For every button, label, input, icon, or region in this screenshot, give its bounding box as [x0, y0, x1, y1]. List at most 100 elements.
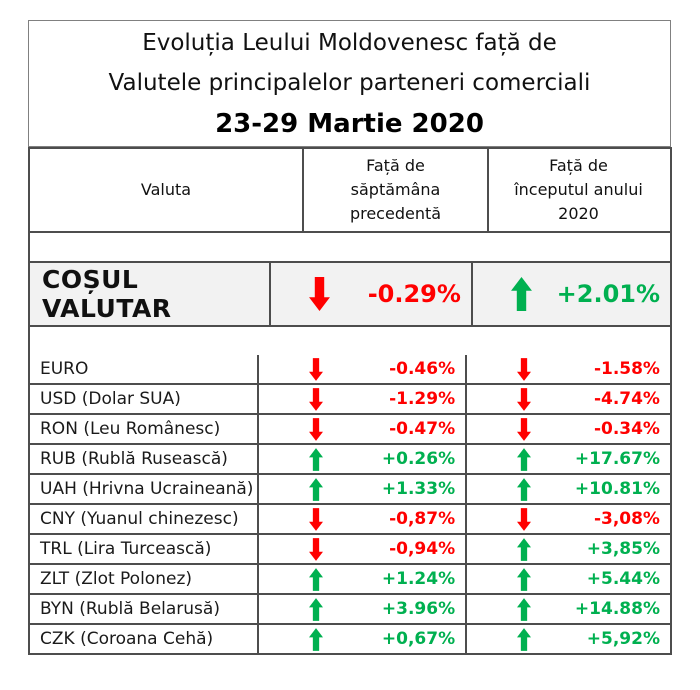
week-value: -0,87%	[389, 509, 456, 529]
up-arrow-icon	[517, 537, 532, 561]
header-week: Față de săptămâna precedentă	[302, 149, 487, 231]
currency-name: ZLT (Zlot Polonez)	[40, 569, 192, 589]
week-cell: -0.47%	[257, 415, 465, 443]
ytd-value: +5.44%	[586, 569, 660, 589]
ytd-value: -4.74%	[593, 389, 660, 409]
down-arrow-icon	[309, 387, 324, 411]
title-box: Evoluția Leului Moldovenesc față de Valu…	[28, 20, 671, 147]
up-arrow-icon	[517, 597, 532, 621]
week-value: +0,67%	[381, 629, 456, 649]
table-header-row: Valuta Față de săptămâna precedentă Față…	[30, 149, 670, 231]
table-row: USD (Dolar SUA) -1.29% -4.74%	[30, 383, 670, 413]
down-arrow-icon	[309, 507, 324, 531]
week-value: +0.26%	[381, 449, 456, 469]
ytd-value: +17.67%	[574, 449, 660, 469]
table-row: EURO -0.46% -1.58%	[30, 355, 670, 383]
currency-table: Valuta Față de săptămâna precedentă Față…	[28, 147, 672, 655]
week-value: +1.33%	[381, 479, 456, 499]
ytd-cell: -3,08%	[465, 505, 670, 533]
week-cell: +1.33%	[257, 475, 465, 503]
table-row: TRL (Lira Turcească) -0,94% +3,85%	[30, 533, 670, 563]
up-arrow-icon	[517, 627, 532, 651]
table-row: RON (Leu Românesc) -0.47% -0.34%	[30, 413, 670, 443]
ytd-cell: +17.67%	[465, 445, 670, 473]
currency-name: UAH (Hrivna Ucraineană)	[40, 479, 254, 499]
up-arrow-icon	[309, 447, 324, 471]
down-arrow-icon	[517, 507, 532, 531]
up-arrow-icon	[309, 627, 324, 651]
week-value: -0.46%	[389, 359, 456, 379]
ytd-cell: +5.44%	[465, 565, 670, 593]
down-arrow-icon	[517, 357, 532, 381]
ytd-value: -3,08%	[593, 509, 660, 529]
down-arrow-icon	[517, 387, 532, 411]
currency-name: CZK (Coroana Cehă)	[40, 629, 214, 649]
ytd-value: -0.34%	[593, 419, 660, 439]
currency-name: RUB (Rublă Rusească)	[40, 449, 228, 469]
header-currency: Valuta	[140, 180, 192, 199]
down-arrow-icon	[309, 417, 324, 441]
ytd-value: -1.58%	[593, 359, 660, 379]
basket-row: COȘUL VALUTAR -0.29% +2.01%	[30, 261, 670, 325]
up-arrow-icon	[517, 477, 532, 501]
down-arrow-icon	[308, 277, 330, 311]
week-value: -1.29%	[389, 389, 456, 409]
week-cell: -1.29%	[257, 385, 465, 413]
currency-rows: EURO -0.46% -1.58% USD (Dolar SUA) -1.29…	[30, 355, 670, 653]
up-arrow-icon	[517, 447, 532, 471]
table-row: CZK (Coroana Cehă) +0,67% +5,92%	[30, 623, 670, 653]
ytd-value: +14.88%	[574, 599, 660, 619]
ytd-cell: +14.88%	[465, 595, 670, 623]
title-line-1: Evoluția Leului Moldovenesc față de	[142, 29, 557, 56]
down-arrow-icon	[517, 417, 532, 441]
week-cell: -0,94%	[257, 535, 465, 563]
up-arrow-icon	[309, 477, 324, 501]
week-value: +3.96%	[381, 599, 456, 619]
header-ytd: Față de începutul anului 2020	[487, 149, 668, 231]
currency-name: EURO	[40, 359, 89, 379]
currency-name: USD (Dolar SUA)	[40, 389, 181, 409]
basket-ytd-value: +2.01%	[556, 280, 661, 308]
ytd-value: +10.81%	[574, 479, 660, 499]
basket-ytd-cell: +2.01%	[470, 263, 670, 325]
week-cell: -0.46%	[257, 355, 465, 383]
table-row: CNY (Yuanul chinezesc) -0,87% -3,08%	[30, 503, 670, 533]
spacer-row-top	[30, 231, 670, 261]
basket-week-cell: -0.29%	[268, 263, 471, 325]
ytd-value: +3,85%	[586, 539, 660, 559]
ytd-cell: -0.34%	[465, 415, 670, 443]
week-value: -0.47%	[389, 419, 456, 439]
up-arrow-icon	[510, 277, 532, 311]
up-arrow-icon	[309, 597, 324, 621]
week-cell: -0,87%	[257, 505, 465, 533]
week-value: -0,94%	[389, 539, 456, 559]
ytd-value: +5,92%	[586, 629, 660, 649]
down-arrow-icon	[309, 537, 324, 561]
title-date: 23-29 Martie 2020	[215, 108, 484, 139]
ytd-cell: -4.74%	[465, 385, 670, 413]
ytd-cell: -1.58%	[465, 355, 670, 383]
basket-week-value: -0.29%	[367, 280, 461, 308]
up-arrow-icon	[309, 567, 324, 591]
currency-name: TRL (Lira Turcească)	[40, 539, 212, 559]
week-cell: +1.24%	[257, 565, 465, 593]
week-cell: +0.26%	[257, 445, 465, 473]
table-row: BYN (Rublă Belarusă) +3.96% +14.88%	[30, 593, 670, 623]
down-arrow-icon	[309, 357, 324, 381]
ytd-cell: +5,92%	[465, 625, 670, 653]
week-cell: +0,67%	[257, 625, 465, 653]
table-row: ZLT (Zlot Polonez) +1.24% +5.44%	[30, 563, 670, 593]
currency-name: BYN (Rublă Belarusă)	[40, 599, 220, 619]
week-cell: +3.96%	[257, 595, 465, 623]
currency-name: RON (Leu Românesc)	[40, 419, 221, 439]
ytd-cell: +3,85%	[465, 535, 670, 563]
title-line-2: Valutele principalelor parteneri comerci…	[108, 69, 591, 96]
table-row: RUB (Rublă Rusească) +0.26% +17.67%	[30, 443, 670, 473]
week-value: +1.24%	[381, 569, 456, 589]
up-arrow-icon	[517, 567, 532, 591]
table-row: UAH (Hrivna Ucraineană) +1.33% +10.81%	[30, 473, 670, 503]
spacer-row-bottom	[30, 325, 670, 355]
ytd-cell: +10.81%	[465, 475, 670, 503]
basket-name: COȘUL VALUTAR	[42, 265, 172, 323]
